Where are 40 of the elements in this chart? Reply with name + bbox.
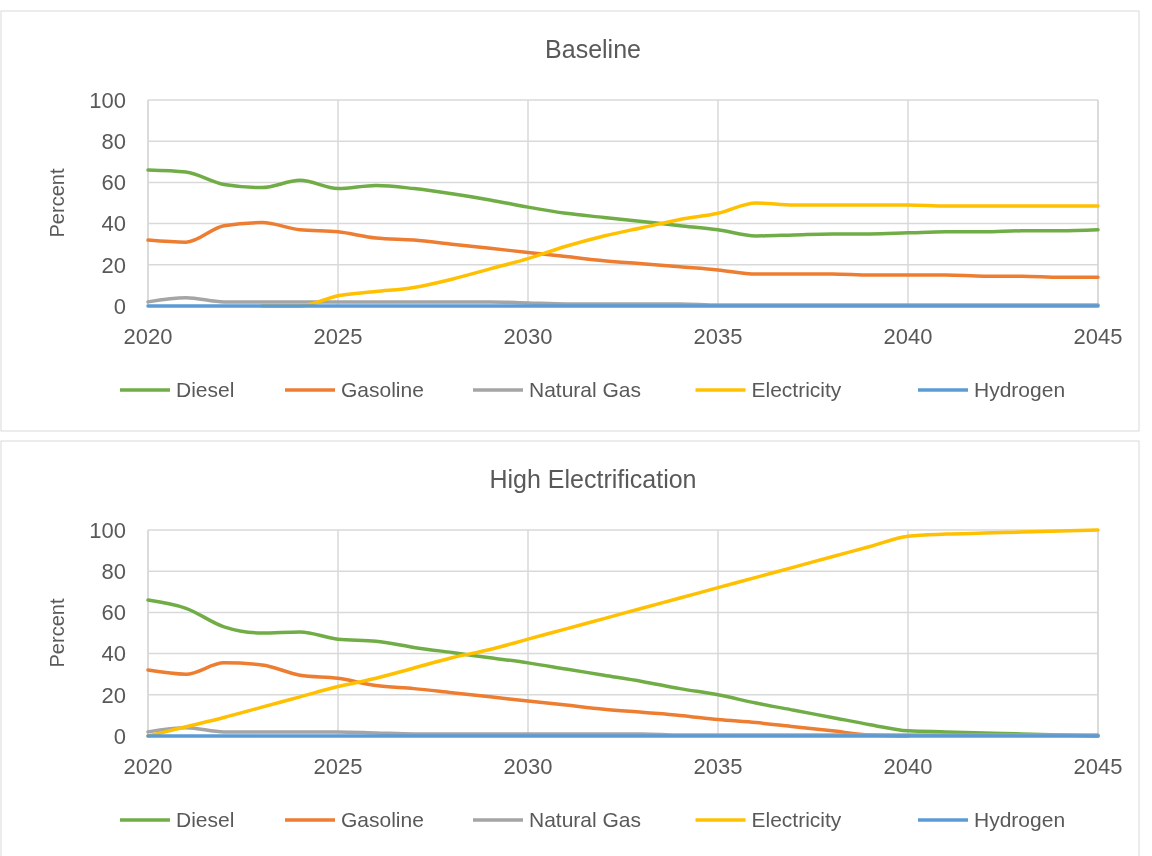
legend-label: Diesel xyxy=(176,378,235,402)
y-tick-label: 40 xyxy=(101,211,126,237)
x-tick-label: 2025 xyxy=(313,754,363,779)
x-tick-label: 2035 xyxy=(693,754,743,779)
y-tick-label: 60 xyxy=(101,600,126,626)
x-tick-label: 2045 xyxy=(1073,754,1123,779)
y-tick-label: 80 xyxy=(101,128,126,154)
y-tick-label: 100 xyxy=(89,517,126,543)
y-tick-label: 0 xyxy=(113,723,126,749)
legend-label: Natural Gas xyxy=(529,378,642,402)
x-tick-label: 2020 xyxy=(123,754,173,779)
y-axis-title: Percent xyxy=(46,598,68,668)
legend-label: Gasoline xyxy=(341,808,424,832)
legend-label: Hydrogen xyxy=(974,378,1066,402)
x-tick-label: 2045 xyxy=(1073,324,1123,349)
chart-title: Baseline xyxy=(545,35,641,63)
x-tick-label: 2040 xyxy=(883,754,933,779)
legend-label: Natural Gas xyxy=(529,808,642,832)
y-axis-title: Percent xyxy=(46,168,68,238)
x-tick-label: 2020 xyxy=(123,324,173,349)
y-tick-label: 0 xyxy=(113,293,126,319)
legend-label: Electricity xyxy=(751,378,842,402)
x-tick-label: 2025 xyxy=(313,324,363,349)
y-tick-label: 40 xyxy=(101,641,126,667)
y-tick-label: 20 xyxy=(101,252,126,278)
y-tick-label: 20 xyxy=(101,682,126,708)
y-tick-label: 100 xyxy=(89,87,126,113)
x-tick-label: 2030 xyxy=(503,754,553,779)
x-tick-label: 2030 xyxy=(503,324,553,349)
legend-label: Hydrogen xyxy=(974,808,1066,832)
chart-title: High Electrification xyxy=(489,465,697,493)
legend-label: Diesel xyxy=(176,808,235,832)
x-tick-label: 2040 xyxy=(883,324,933,349)
x-tick-label: 2035 xyxy=(693,324,743,349)
legend-label: Electricity xyxy=(751,808,842,832)
y-tick-label: 60 xyxy=(101,170,126,196)
line-series xyxy=(146,168,1100,238)
line-series xyxy=(146,220,1100,279)
y-tick-label: 80 xyxy=(101,558,126,584)
legend-label: Gasoline xyxy=(341,378,424,402)
